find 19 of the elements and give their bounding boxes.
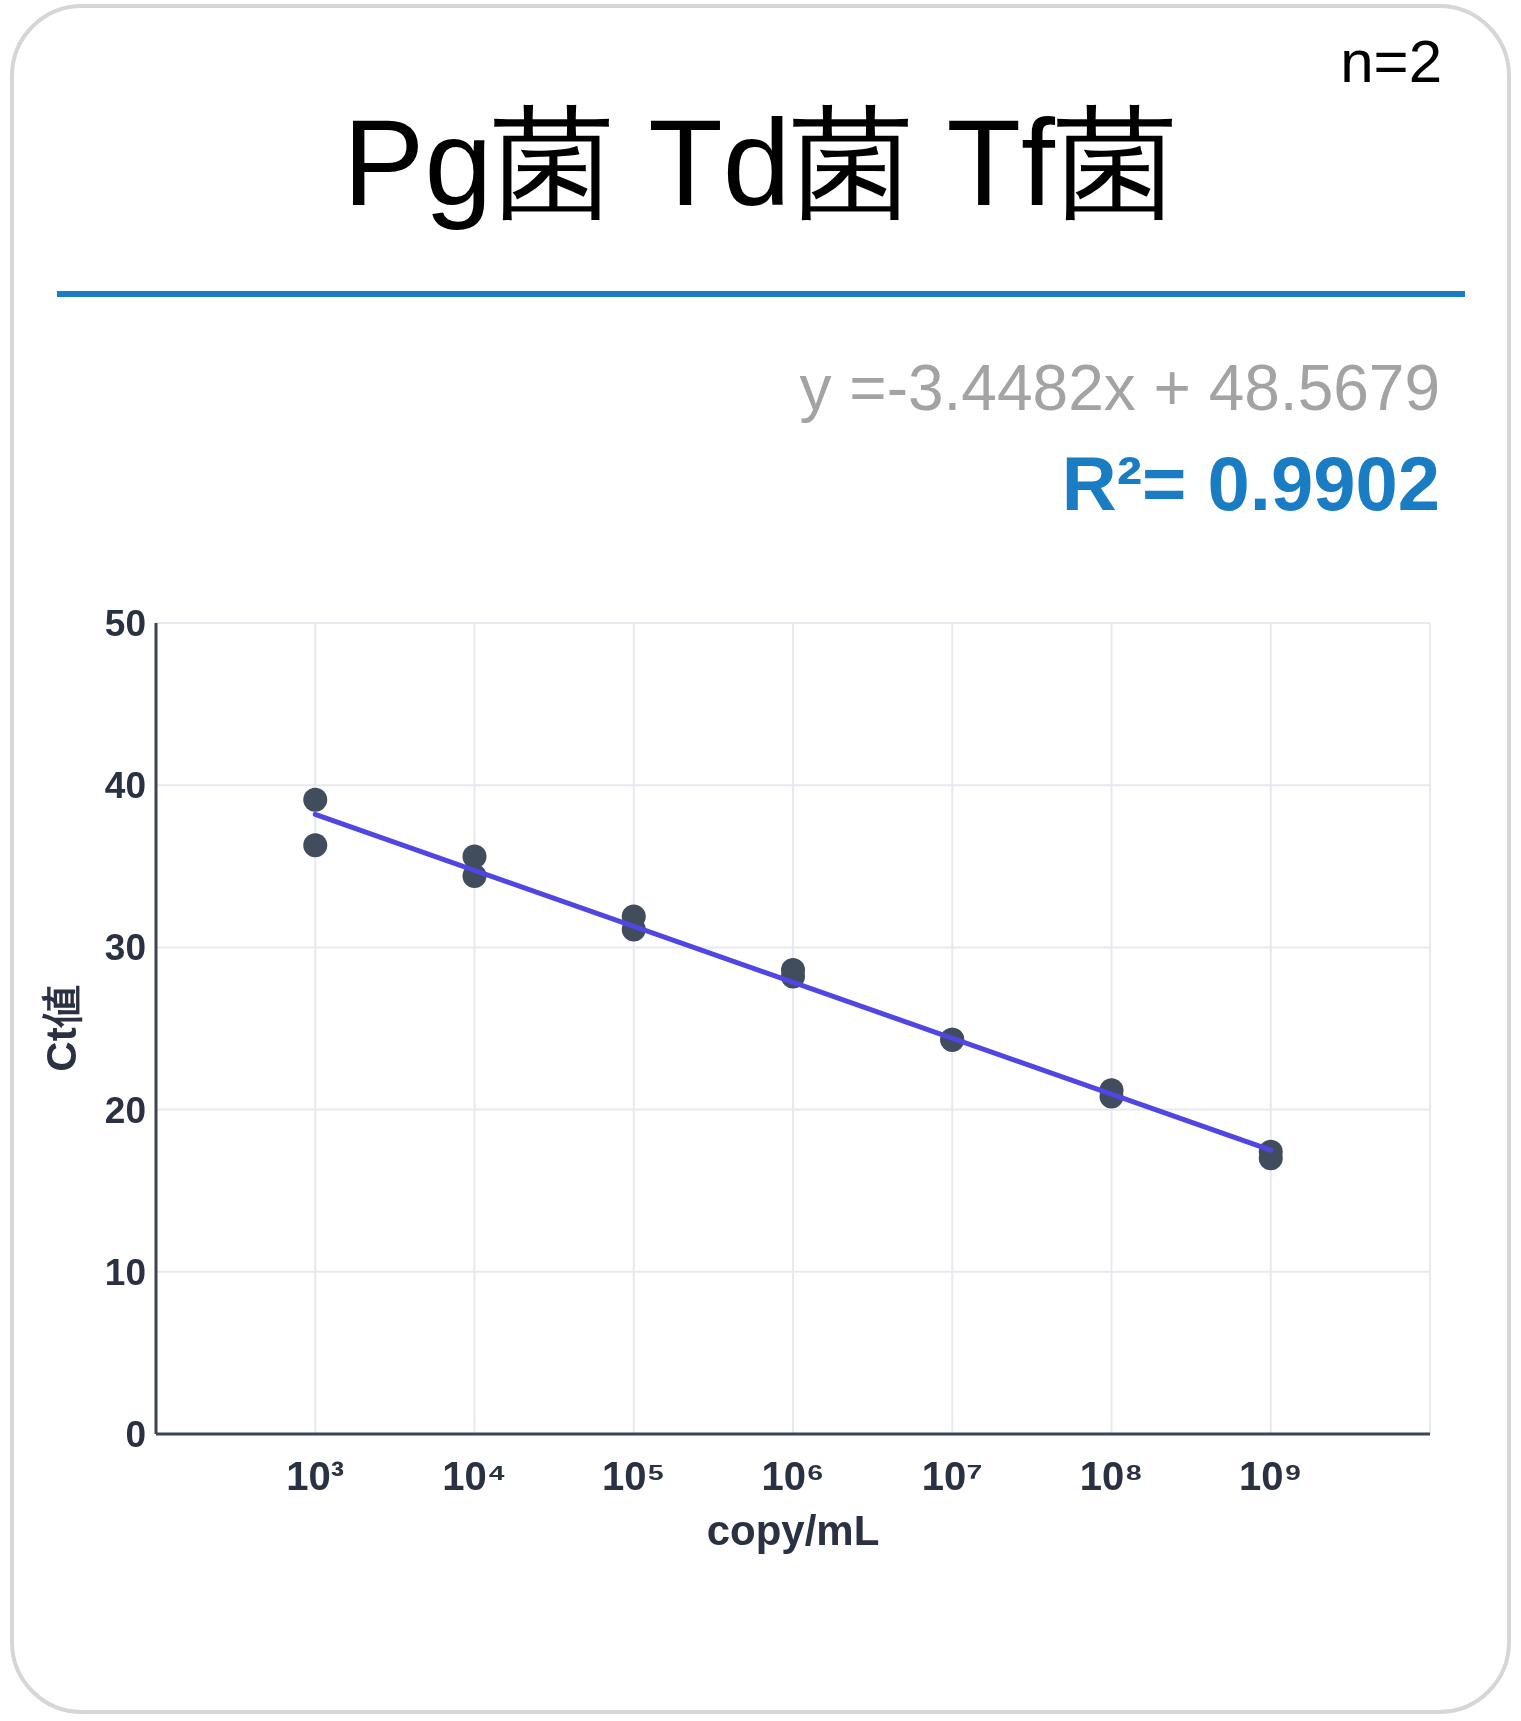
text: R²= 0.9902: [1061, 441, 1440, 526]
x-tick-label: 10⁸: [1079, 1454, 1144, 1498]
x-tick-label: 10⁶: [761, 1454, 825, 1498]
x-tick-label: 10⁹: [1239, 1454, 1303, 1498]
y-tick-label: 30: [104, 927, 146, 969]
text: n=2: [1340, 28, 1442, 95]
x-tick-label: 10³: [286, 1454, 345, 1498]
y-tick-label: 20: [104, 1089, 146, 1131]
chart-title: Pg菌 Td菌 Tf菌: [343, 95, 1177, 231]
y-tick-label: 10: [104, 1251, 146, 1293]
text: y =-3.4482x + 48.5679: [799, 352, 1440, 424]
y-axis-title: Ct値: [38, 985, 85, 1072]
y-tick-label: 40: [104, 765, 146, 807]
x-tick-label: 10⁴: [442, 1454, 507, 1498]
x-tick-label: 10⁷: [921, 1454, 983, 1498]
y-tick-label: 50: [104, 603, 146, 644]
x-axis-title: copy/mL: [706, 1507, 880, 1554]
x-tick-label: 10⁵: [602, 1454, 666, 1498]
y-tick-label: 0: [125, 1414, 146, 1455]
